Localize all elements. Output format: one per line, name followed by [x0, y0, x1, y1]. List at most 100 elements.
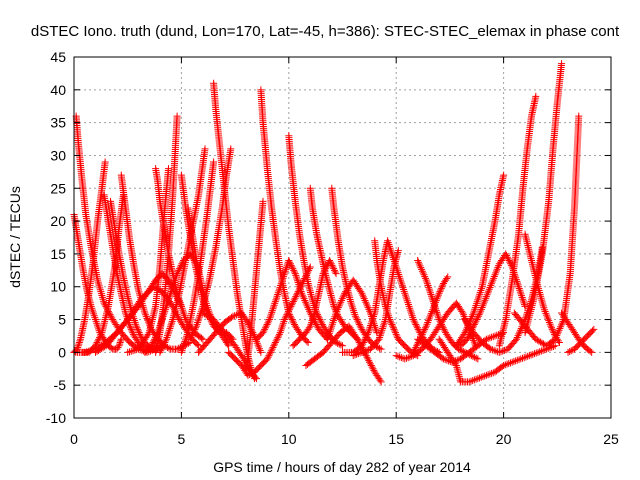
data-point [273, 292, 281, 300]
data-point [338, 296, 346, 304]
data-point [470, 320, 478, 328]
data-point [328, 320, 336, 328]
data-point [467, 314, 475, 322]
data-point [439, 281, 447, 289]
data-point [225, 342, 233, 350]
data-point [125, 348, 133, 356]
data-point [589, 327, 597, 335]
data-point [330, 302, 338, 310]
data-point [349, 352, 357, 360]
data-point [401, 289, 409, 297]
data-point [458, 347, 466, 355]
data-point [405, 302, 413, 310]
data-point [281, 314, 289, 322]
data-point [293, 291, 301, 299]
data-point [537, 294, 545, 302]
data-point [305, 324, 313, 332]
data-point [267, 348, 275, 356]
data-point [231, 312, 239, 320]
data-point [471, 353, 479, 361]
data-point [160, 340, 168, 348]
data-point [290, 296, 298, 304]
data-point [431, 303, 439, 311]
data-point [336, 300, 344, 308]
data-point [182, 336, 190, 344]
data-point [386, 316, 394, 324]
data-point [353, 350, 361, 358]
data-point [514, 332, 522, 340]
data-point [490, 346, 498, 354]
data-point [362, 298, 370, 306]
data-point [403, 297, 411, 305]
data-point [265, 316, 273, 324]
data-point [456, 346, 464, 354]
data-point [544, 315, 552, 323]
data-point [494, 263, 502, 271]
data-point [274, 334, 282, 342]
data-point [411, 319, 419, 327]
data-point [394, 247, 402, 255]
data-point [517, 290, 525, 298]
data-point [278, 276, 286, 284]
data-point [503, 253, 511, 261]
data-point [115, 342, 123, 350]
data-point [364, 355, 372, 363]
data-point [441, 356, 449, 364]
data-point [365, 325, 373, 333]
data-point [74, 342, 82, 350]
data-point [502, 250, 510, 258]
data-point [426, 289, 434, 297]
data-point [469, 352, 477, 360]
data-point [360, 337, 368, 345]
data-point [273, 335, 281, 343]
data-point [513, 277, 521, 285]
data-point [486, 334, 494, 342]
data-point [443, 356, 451, 364]
data-point [378, 326, 386, 334]
data-point [275, 332, 283, 340]
data-point [550, 329, 558, 337]
data-point [433, 295, 441, 303]
data-point [428, 308, 436, 316]
data-point [383, 308, 391, 316]
data-point [515, 356, 523, 364]
data-point [277, 282, 285, 290]
data-point [551, 342, 559, 350]
data-point [406, 304, 414, 312]
data-point [392, 330, 400, 338]
data-point [538, 298, 546, 306]
data-point [474, 375, 482, 383]
data-point [489, 276, 497, 284]
data-point [127, 324, 135, 332]
data-point [165, 293, 173, 301]
data-point [107, 344, 115, 352]
data-point [294, 277, 302, 285]
x-tick-label: 25 [603, 431, 619, 447]
data-point [500, 361, 508, 369]
data-point [387, 319, 395, 327]
data-point [476, 290, 484, 298]
data-point [318, 319, 326, 327]
data-point [404, 354, 412, 362]
data-point [389, 322, 397, 330]
data-point [497, 348, 505, 356]
data-point [292, 293, 300, 301]
data-point [291, 294, 299, 302]
data-point [197, 334, 205, 342]
data-point [295, 280, 303, 288]
data-point [486, 283, 494, 291]
x-tick-label: 15 [388, 431, 404, 447]
data-point [475, 292, 483, 300]
data-point [351, 312, 359, 320]
data-point [524, 352, 532, 360]
data-point [504, 255, 512, 263]
data-point [227, 145, 235, 153]
data-point [469, 311, 477, 319]
data-point [157, 347, 165, 355]
data-point [493, 265, 501, 273]
data-series-track [195, 309, 265, 356]
data-point [356, 322, 364, 330]
data-point [358, 348, 366, 356]
data-point [521, 302, 529, 310]
